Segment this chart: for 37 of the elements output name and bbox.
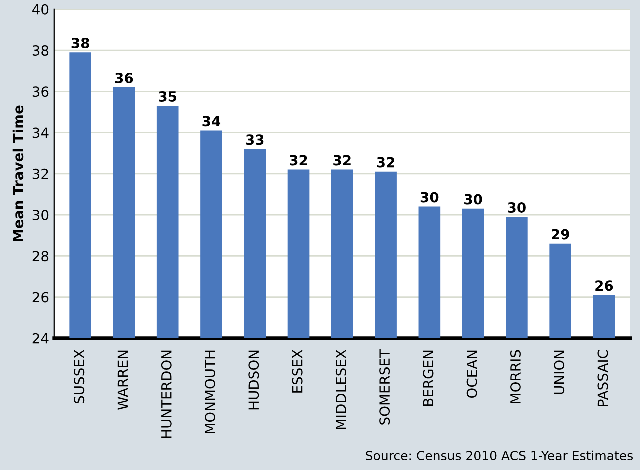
x-tick-label: HUDSON	[248, 350, 260, 410]
x-tick-label: WARREN	[118, 350, 128, 410]
data-label: 33	[246, 134, 264, 146]
data-label: 26	[596, 280, 614, 292]
x-tick-label: MIDDLESEX	[336, 350, 346, 430]
x-tick-label: ESSEX	[292, 350, 303, 393]
data-label: 32	[377, 157, 394, 168]
y-tick-label: 40	[32, 4, 49, 15]
y-tick-label: 32	[32, 168, 48, 180]
y-tick-label: 38	[32, 45, 49, 56]
data-label: 35	[159, 91, 177, 102]
x-tick-label: PASSAIC	[598, 350, 608, 406]
source-note: Source: Census 2010 ACS 1-Year Estimates	[366, 450, 633, 461]
y-axis-title: Mean Travel Time	[12, 106, 24, 242]
x-tick-label: OCEAN	[466, 350, 478, 398]
data-label: 36	[115, 72, 134, 84]
data-label: 30	[464, 194, 482, 205]
y-tick-label: 28	[32, 251, 49, 262]
data-label: 32	[290, 155, 308, 166]
y-tick-label: 30	[32, 210, 49, 220]
x-tick-label: BERGEN	[423, 350, 434, 406]
y-tick-label: 34	[32, 128, 49, 138]
data-label: 32	[334, 155, 351, 166]
y-tick-label: 26	[32, 292, 49, 303]
x-tick-label: SOMERSET	[380, 349, 390, 425]
x-tick-label: UNION	[554, 350, 565, 394]
data-label: 34	[202, 116, 221, 127]
y-tick-label: 36	[32, 86, 49, 98]
x-tick-label: MONMOUTH	[205, 350, 216, 434]
data-label: 30	[508, 202, 526, 213]
x-tick-label: MORRIS	[510, 350, 521, 404]
data-label: 38	[72, 38, 90, 48]
data-label: 30	[420, 192, 439, 203]
x-tick-label: SUSSEX	[74, 350, 85, 404]
x-tick-label: HUNTERDON	[161, 350, 172, 438]
y-tick-label: 24	[32, 333, 49, 344]
data-label: 29	[552, 229, 570, 240]
